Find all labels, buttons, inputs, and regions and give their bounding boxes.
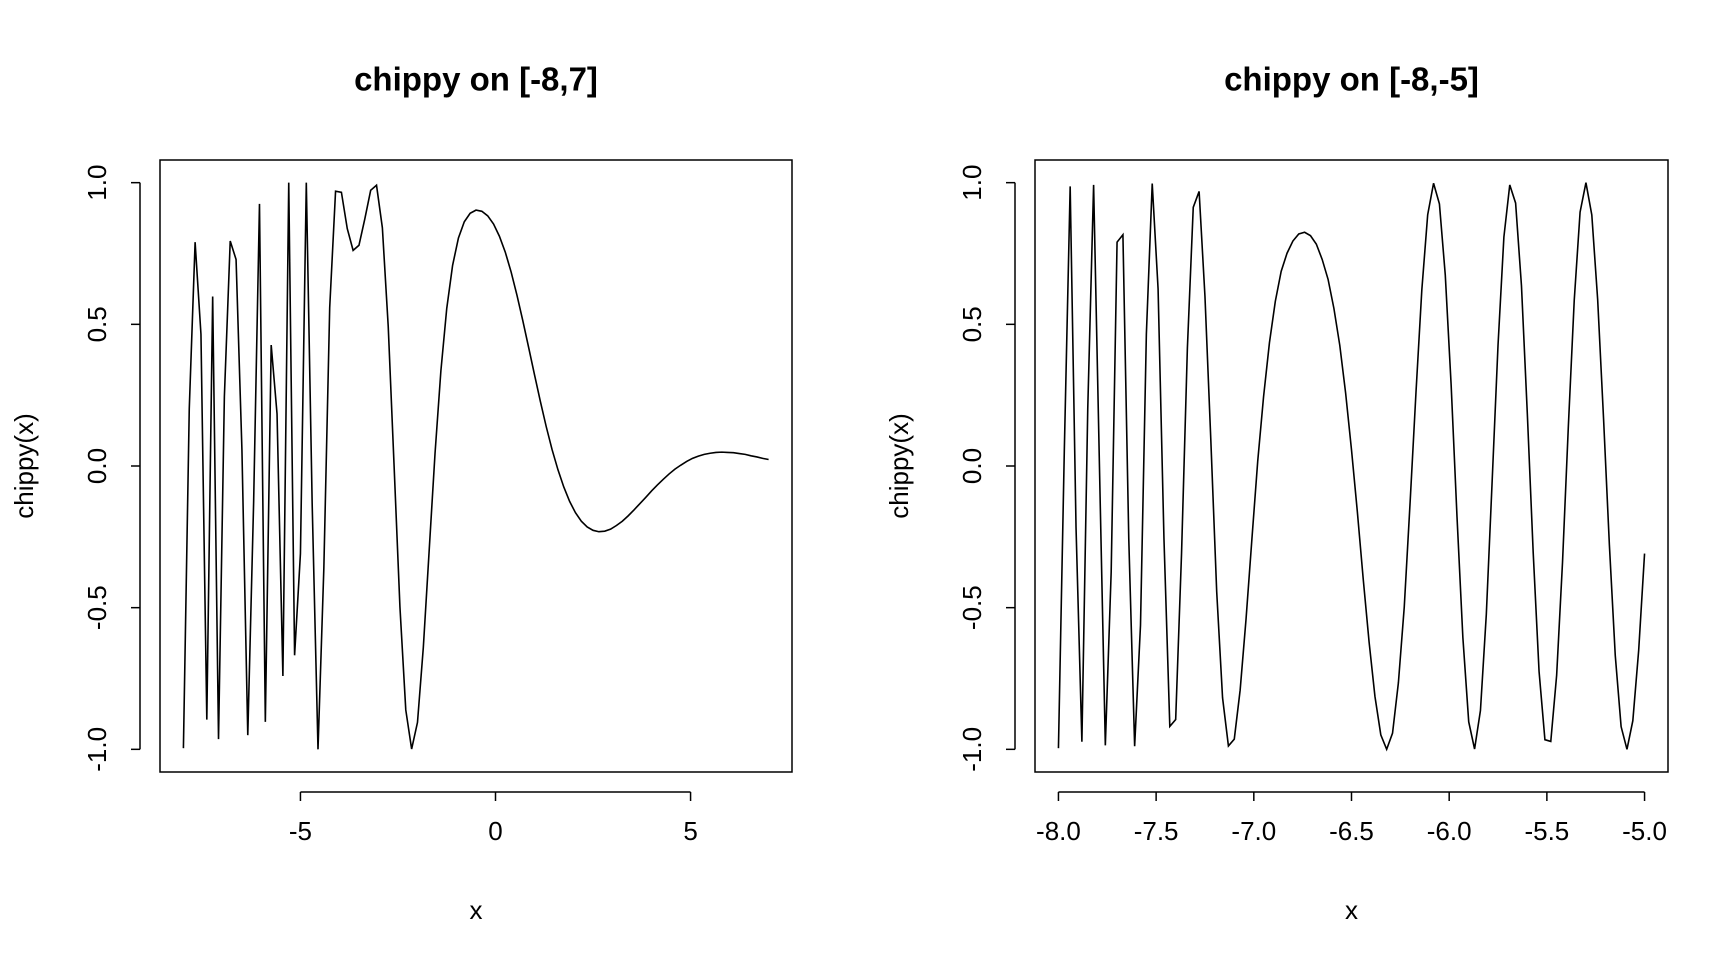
chart-title: chippy on [-8,7] — [354, 61, 598, 98]
x-tick-label: -7.0 — [1231, 816, 1276, 846]
chart-title: chippy on [-8,-5] — [1224, 61, 1479, 98]
x-tick-label: -5.0 — [1622, 816, 1667, 846]
x-axis-label: x — [1345, 895, 1358, 925]
y-axis-label: chippy(x) — [884, 413, 914, 518]
plot-frame — [159, 159, 793, 773]
x-axis-label: x — [470, 895, 483, 925]
y-axis-label: chippy(x) — [9, 413, 39, 518]
x-tick-label: -5 — [289, 816, 312, 846]
x-tick-label: 5 — [683, 816, 697, 846]
x-tick-label: -8.0 — [1036, 816, 1081, 846]
y-tick-label: -0.5 — [957, 585, 987, 630]
x-tick-label: -5.5 — [1524, 816, 1569, 846]
y-tick-label: -0.5 — [82, 585, 112, 630]
x-tick-label: -7.5 — [1134, 816, 1179, 846]
x-tick-label: 0 — [488, 816, 502, 846]
x-tick-label: -6.0 — [1427, 816, 1472, 846]
x-tick-label: -6.5 — [1329, 816, 1374, 846]
y-tick-label: 0.0 — [82, 448, 112, 484]
plot-frame — [1034, 159, 1669, 773]
y-tick-label: 1.0 — [82, 165, 112, 201]
y-tick-label: -1.0 — [82, 727, 112, 772]
y-tick-label: 0.0 — [957, 448, 987, 484]
y-tick-label: -1.0 — [957, 727, 987, 772]
y-tick-label: 0.5 — [957, 306, 987, 342]
y-tick-label: 1.0 — [957, 165, 987, 201]
data-line — [182, 182, 769, 750]
data-line — [1057, 182, 1646, 752]
y-tick-label: 0.5 — [82, 306, 112, 342]
